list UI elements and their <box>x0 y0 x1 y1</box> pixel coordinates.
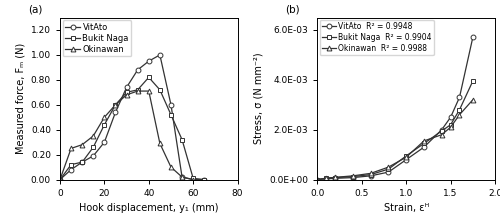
Bukit Naga <box>157 88 163 91</box>
Line: Bukit Naga: Bukit Naga <box>315 79 475 182</box>
VitAto <box>202 178 207 181</box>
Bukit Naga <box>324 177 330 180</box>
Text: (a): (a) <box>28 4 42 14</box>
Okinawan <box>314 178 320 181</box>
Okinawan <box>168 166 174 168</box>
VitAto <box>68 168 74 171</box>
Okinawan <box>350 175 356 177</box>
Bukit Naga <box>368 173 374 176</box>
Okinawan <box>112 103 118 106</box>
Okinawan <box>386 166 392 168</box>
Bukit Naga <box>112 103 118 106</box>
Okinawan <box>134 90 140 92</box>
Okinawan <box>456 113 462 116</box>
Okinawan <box>470 99 476 101</box>
Okinawan <box>146 90 152 92</box>
Bukit Naga <box>179 138 185 141</box>
Okinawan <box>157 142 163 145</box>
Okinawan <box>124 94 130 96</box>
Legend: VitAto  R² = 0.9948, Bukit Naga  R² = 0.9904, Okinawan  R² = 0.9988: VitAto R² = 0.9948, Bukit Naga R² = 0.99… <box>320 20 434 55</box>
VitAto <box>421 146 427 148</box>
Bukit Naga <box>386 168 392 170</box>
Okinawan <box>448 126 454 129</box>
Okinawan <box>68 147 74 150</box>
Bukit Naga <box>470 80 476 82</box>
VitAto <box>350 176 356 179</box>
Line: VitAto: VitAto <box>58 53 206 182</box>
Legend: VitAto, Bukit Naga, Okinawan: VitAto, Bukit Naga, Okinawan <box>62 20 132 56</box>
VitAto <box>368 175 374 177</box>
Y-axis label: Stress, σ (N mm⁻²): Stress, σ (N mm⁻²) <box>254 53 264 144</box>
VitAto <box>456 96 462 99</box>
Bukit Naga <box>79 161 85 163</box>
VitAto <box>134 69 140 71</box>
VitAto <box>314 178 320 181</box>
VitAto <box>146 60 152 62</box>
Bukit Naga <box>168 113 174 116</box>
Okinawan <box>102 116 107 118</box>
Bukit Naga <box>190 177 196 180</box>
Bukit Naga <box>456 108 462 111</box>
Okinawan <box>179 176 185 178</box>
Bukit Naga <box>202 178 207 181</box>
Line: VitAto: VitAto <box>315 35 475 182</box>
VitAto <box>190 178 196 181</box>
Okinawan <box>403 156 409 159</box>
X-axis label: Hook displacement, y₁ (mm): Hook displacement, y₁ (mm) <box>79 203 218 213</box>
VitAto <box>124 86 130 89</box>
Bukit Naga <box>350 175 356 178</box>
VitAto <box>79 161 85 163</box>
Bukit Naga <box>332 176 338 179</box>
X-axis label: Strain, εᴴ: Strain, εᴴ <box>384 203 429 213</box>
Okinawan <box>90 135 96 137</box>
Okinawan <box>79 143 85 146</box>
Bukit Naga <box>314 178 320 181</box>
Line: Bukit Naga: Bukit Naga <box>58 75 206 182</box>
Okinawan <box>368 172 374 175</box>
Okinawan <box>332 176 338 179</box>
Bukit Naga <box>57 178 63 181</box>
Okinawan <box>57 178 63 181</box>
Bukit Naga <box>438 130 444 132</box>
Bukit Naga <box>403 155 409 157</box>
VitAto <box>332 177 338 180</box>
Bukit Naga <box>102 124 107 126</box>
Okinawan <box>438 133 444 136</box>
Okinawan <box>324 177 330 179</box>
Bukit Naga <box>421 142 427 145</box>
Line: Okinawan: Okinawan <box>315 97 475 182</box>
Bukit Naga <box>134 88 140 91</box>
Bukit Naga <box>124 91 130 94</box>
VitAto <box>470 36 476 39</box>
VitAto <box>438 128 444 131</box>
VitAto <box>102 141 107 143</box>
Bukit Naga <box>448 124 454 126</box>
Okinawan <box>421 140 427 142</box>
VitAto <box>168 103 174 106</box>
Bukit Naga <box>68 163 74 166</box>
VitAto <box>57 178 63 181</box>
Bukit Naga <box>90 146 96 148</box>
VitAto <box>403 158 409 161</box>
VitAto <box>386 171 392 173</box>
Y-axis label: Measured force, Fₘ (N): Measured force, Fₘ (N) <box>16 43 26 154</box>
VitAto <box>157 54 163 56</box>
VitAto <box>324 178 330 180</box>
Line: Okinawan: Okinawan <box>58 89 196 182</box>
VitAto <box>112 111 118 114</box>
Bukit Naga <box>146 76 152 79</box>
VitAto <box>90 155 96 157</box>
Okinawan <box>190 178 196 181</box>
VitAto <box>448 116 454 118</box>
VitAto <box>179 176 185 178</box>
Text: (b): (b) <box>286 4 300 14</box>
